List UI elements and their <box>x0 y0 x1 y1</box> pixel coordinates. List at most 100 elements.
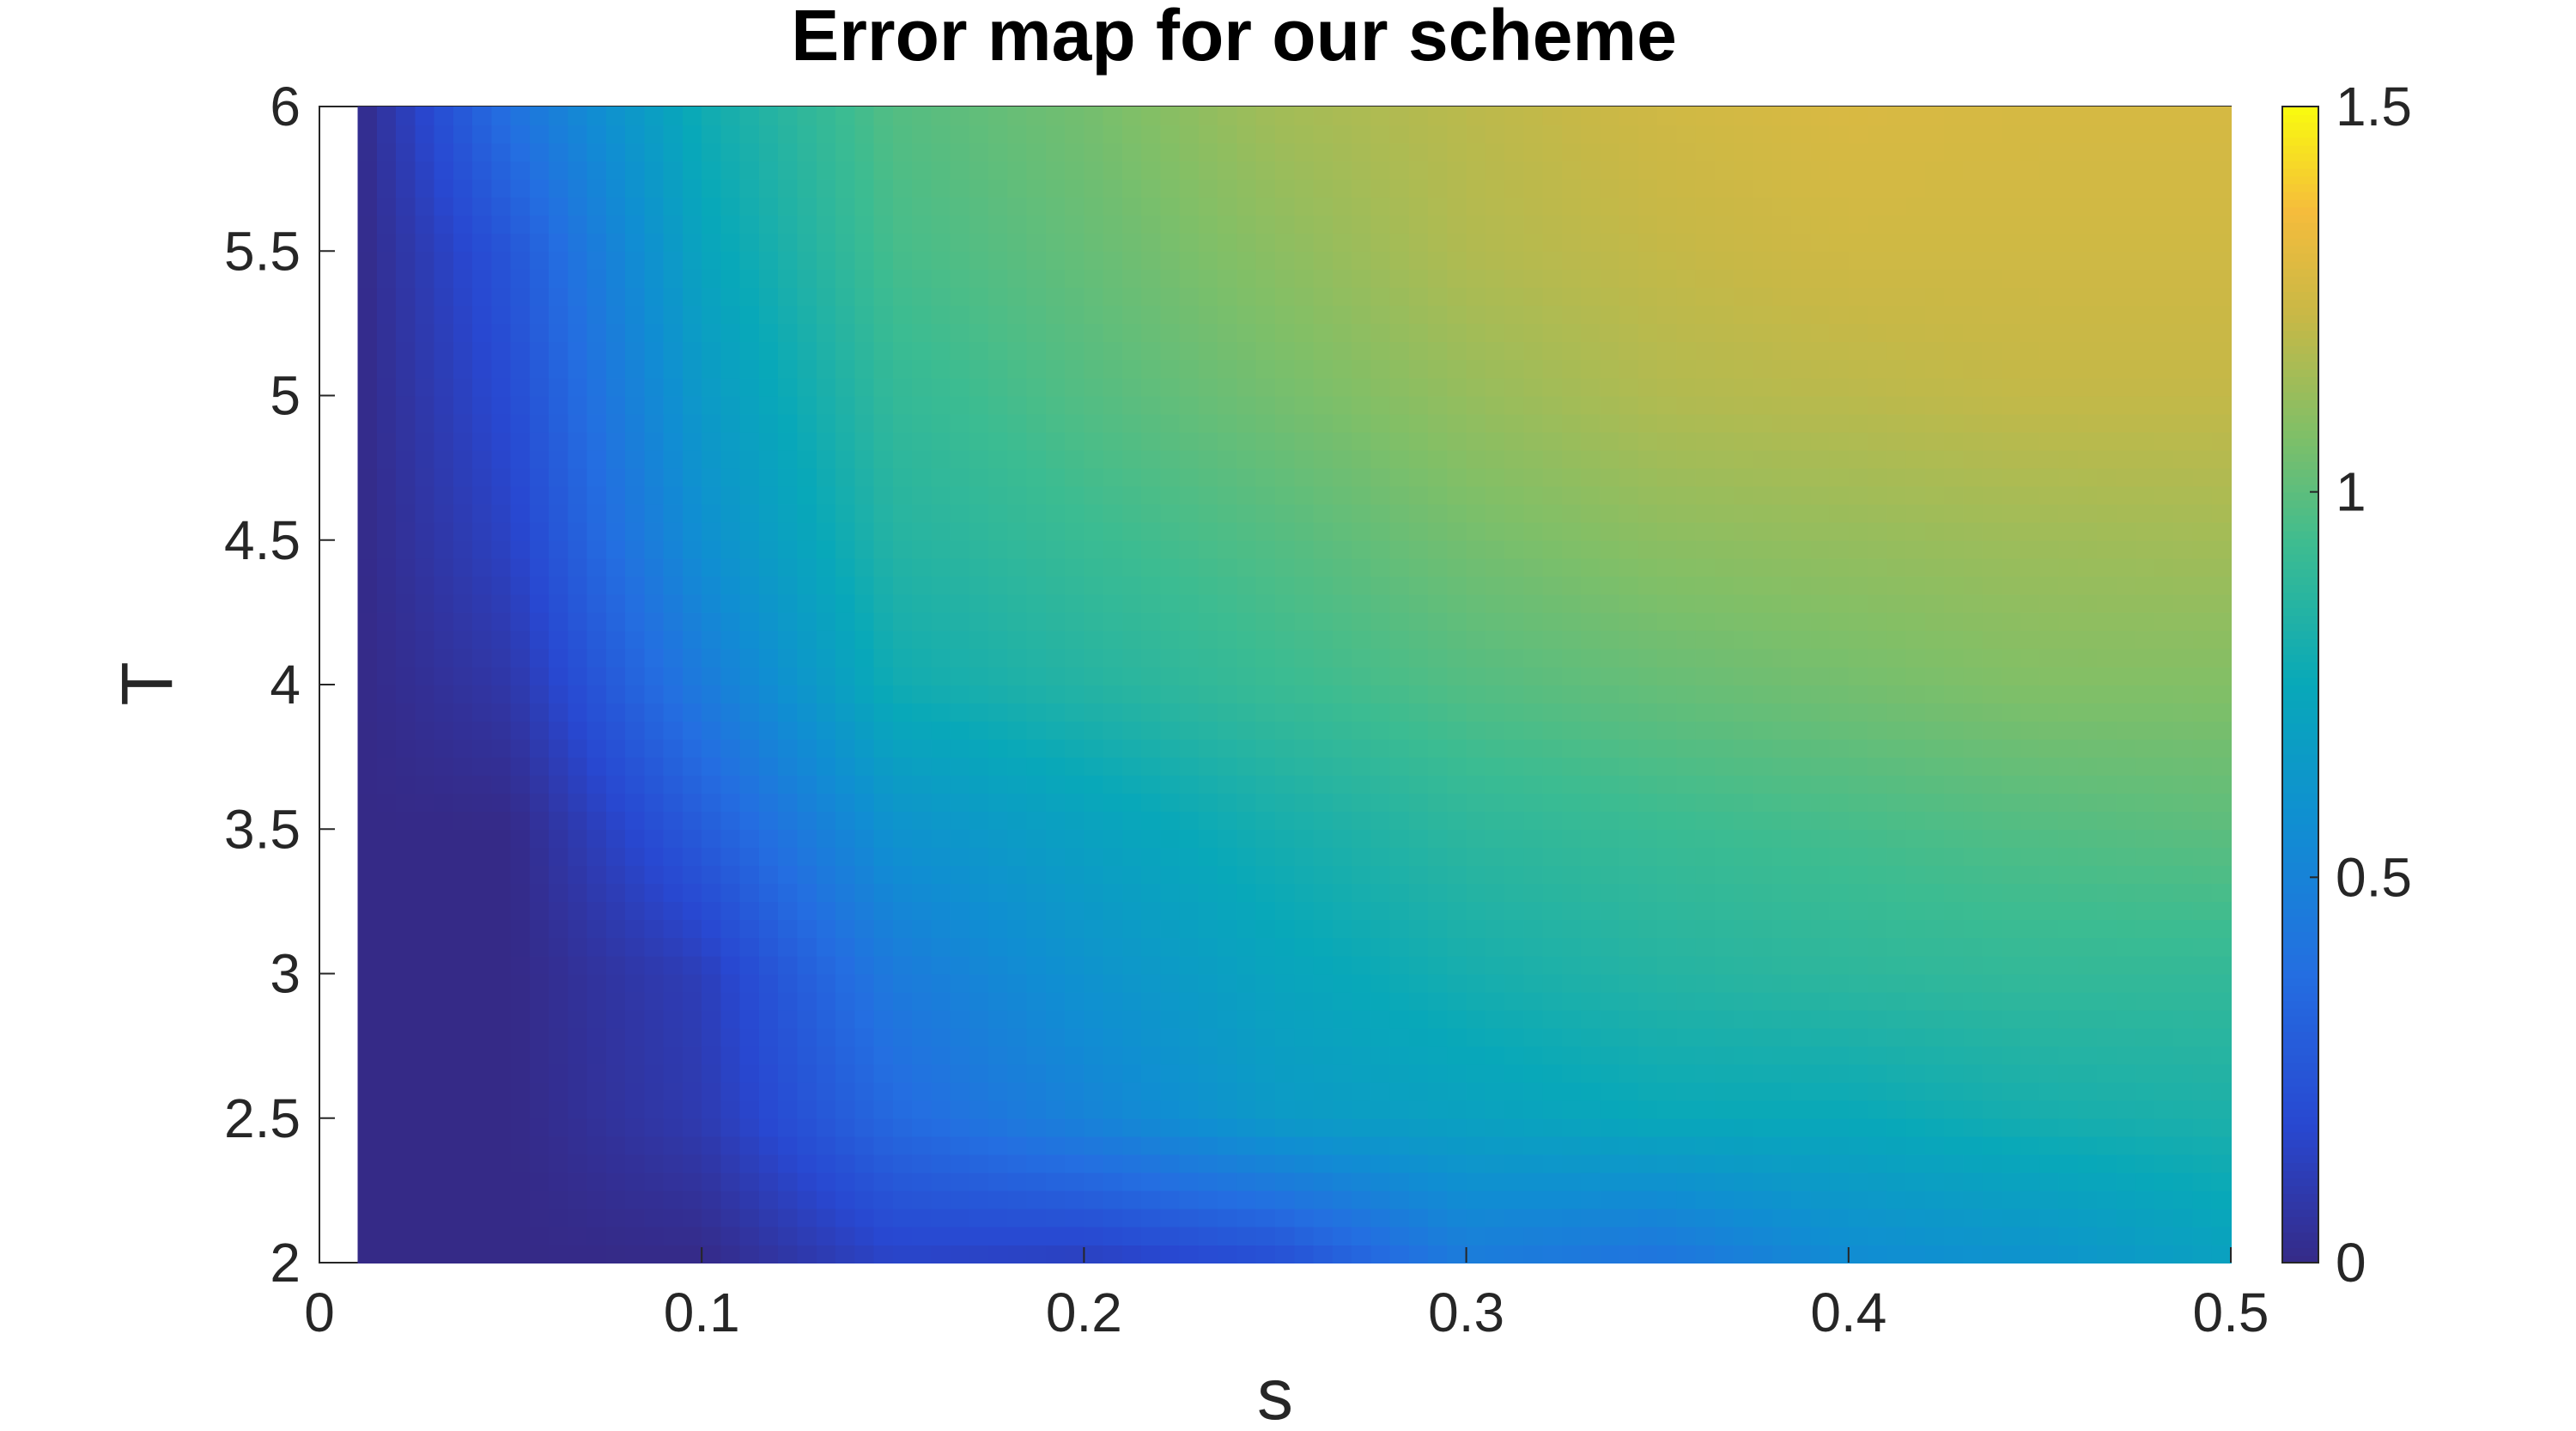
heatmap-cell <box>758 1045 780 1065</box>
heatmap-cell <box>1791 215 1812 234</box>
heatmap-cell <box>396 485 416 505</box>
heatmap-cell <box>797 305 817 325</box>
heatmap-cell <box>873 1154 894 1173</box>
heatmap-cell <box>434 215 454 234</box>
heatmap-cell <box>758 161 780 180</box>
heatmap-cell <box>1255 1154 1276 1173</box>
heatmap-cell <box>453 305 473 325</box>
heatmap-cell <box>1542 449 1563 469</box>
heatmap-cell <box>663 287 683 307</box>
heatmap-cell <box>434 1208 454 1227</box>
heatmap-cell <box>1045 847 1066 867</box>
heatmap-cell <box>1695 1172 1716 1191</box>
heatmap-cell <box>1294 648 1315 667</box>
heatmap-cell <box>1389 775 1410 794</box>
heatmap-cell <box>1103 757 1123 776</box>
heatmap-cell <box>1428 305 1449 325</box>
heatmap-cell <box>1141 125 1162 143</box>
heatmap-cell <box>1352 341 1372 361</box>
heatmap-cell <box>415 973 435 993</box>
heatmap-cell <box>758 431 780 451</box>
heatmap-cell <box>663 305 683 325</box>
heatmap-cell <box>912 107 933 125</box>
heatmap-cell <box>1332 1244 1352 1264</box>
heatmap-cell <box>1753 1190 1773 1209</box>
heatmap-cell <box>1332 179 1352 198</box>
heatmap-cell <box>1714 685 1735 703</box>
heatmap-cell <box>529 323 550 343</box>
heatmap-cell <box>1428 1117 1449 1137</box>
heatmap-cell <box>1026 1136 1047 1155</box>
heatmap-cell <box>605 1099 626 1119</box>
heatmap-cell <box>931 793 951 813</box>
heatmap-cell <box>1447 1081 1467 1101</box>
heatmap-cell <box>1408 1117 1429 1137</box>
heatmap-cell <box>586 865 607 885</box>
heatmap-cell <box>682 1244 702 1264</box>
heatmap-cell <box>1695 721 1716 740</box>
heatmap-cell <box>1255 811 1276 831</box>
heatmap-cell <box>1676 630 1697 649</box>
heatmap-cell <box>1523 1226 1544 1245</box>
heatmap-cell <box>529 612 550 631</box>
heatmap-cell <box>1352 721 1372 740</box>
heatmap-cell <box>1275 1081 1296 1101</box>
heatmap-cell <box>1332 215 1352 234</box>
heatmap-cell <box>586 1226 607 1245</box>
heatmap-cell <box>472 125 493 143</box>
heatmap-cell <box>376 395 397 415</box>
heatmap-cell <box>797 1081 817 1101</box>
heatmap-cell <box>1255 973 1276 993</box>
heatmap-cell <box>1352 612 1372 631</box>
heatmap-cell <box>1275 847 1296 867</box>
heatmap-cell <box>1084 305 1104 325</box>
heatmap-cell <box>529 539 550 559</box>
heatmap-cell <box>1753 901 1773 921</box>
heatmap-cell <box>1084 269 1104 289</box>
heatmap-cell <box>1007 1244 1028 1264</box>
heatmap-cell <box>415 1190 435 1209</box>
heatmap-cell <box>357 721 378 740</box>
heatmap-cell <box>453 1117 473 1137</box>
heatmap-cell <box>1313 161 1334 180</box>
heatmap-cell <box>453 413 473 433</box>
heatmap-cell <box>1714 757 1735 776</box>
heatmap-cell <box>472 1081 493 1101</box>
heatmap-cell <box>1637 557 1658 577</box>
heatmap-cell <box>357 1117 378 1137</box>
heatmap-cell <box>376 612 397 631</box>
heatmap-cell <box>1065 557 1085 577</box>
heatmap-cell <box>1771 125 1792 143</box>
heatmap-cell <box>1523 1172 1544 1191</box>
heatmap-cell <box>1160 305 1181 325</box>
heatmap-cell <box>1389 107 1410 125</box>
heatmap-cell <box>1523 305 1544 325</box>
heatmap-cell <box>1581 1244 1601 1264</box>
heatmap-cell <box>1695 685 1716 703</box>
heatmap-cell <box>1542 179 1563 198</box>
heatmap-cell <box>586 1045 607 1065</box>
heatmap-cell <box>1352 215 1372 234</box>
heatmap-cell <box>1121 793 1142 813</box>
heatmap-cell <box>357 630 378 649</box>
heatmap-cell <box>357 594 378 613</box>
heatmap-cell <box>1236 648 1257 667</box>
heatmap-cell <box>682 161 702 180</box>
heatmap-cell <box>1103 539 1123 559</box>
heatmap-cell <box>1408 1099 1429 1119</box>
heatmap-cell <box>1236 197 1257 216</box>
heatmap-cell <box>1504 630 1525 649</box>
heatmap-cell <box>1121 883 1142 903</box>
heatmap-cell <box>950 1154 970 1173</box>
heatmap-cell <box>491 413 512 433</box>
heatmap-cell <box>854 1172 875 1191</box>
heatmap-cell <box>605 197 626 216</box>
heatmap-cell <box>1753 955 1773 975</box>
heatmap-cell <box>1179 377 1200 397</box>
heatmap-cell <box>1600 161 1620 180</box>
heatmap-cell <box>434 269 454 289</box>
heatmap-cell <box>969 503 989 523</box>
heatmap-cell <box>1542 1063 1563 1083</box>
heatmap-cell <box>1294 449 1315 469</box>
